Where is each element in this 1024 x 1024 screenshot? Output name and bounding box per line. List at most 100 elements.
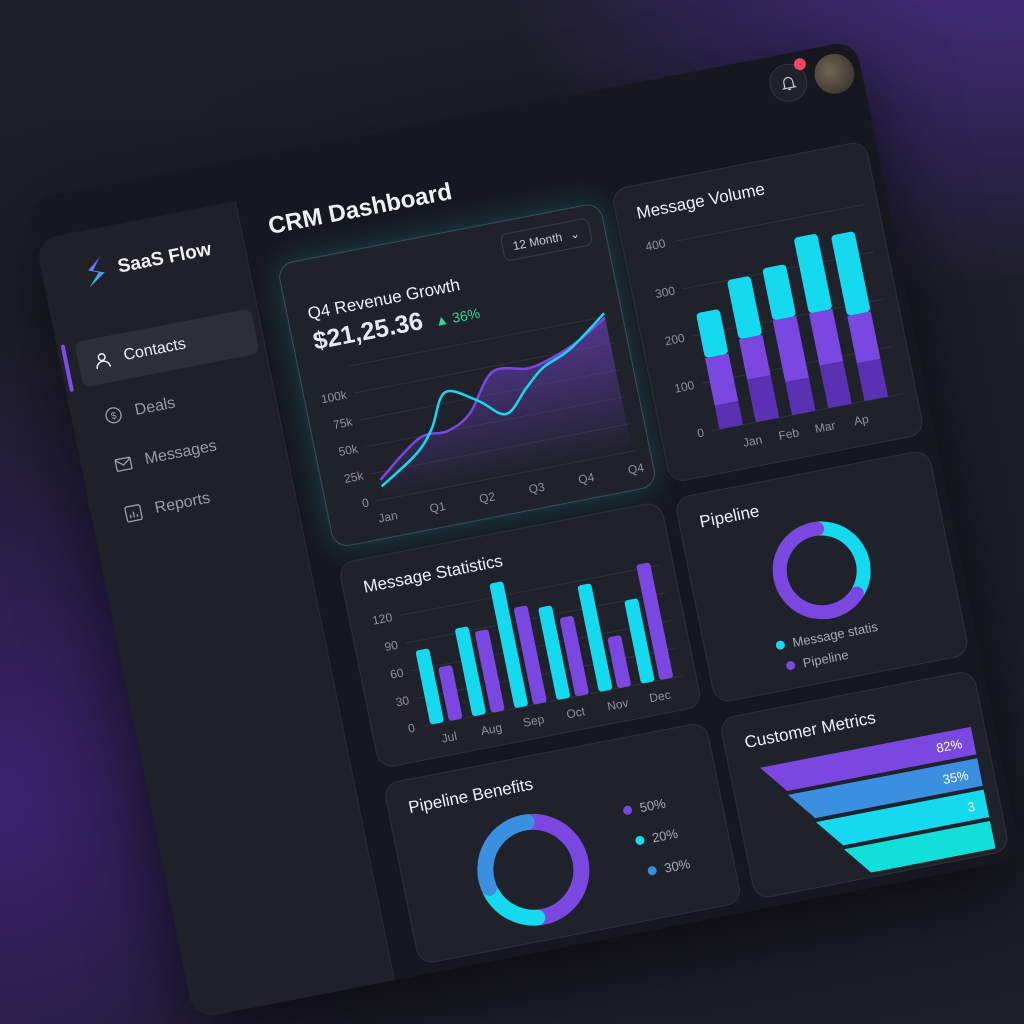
series-line [380, 312, 606, 488]
message-volume-chart: 0 100 200 300 400 Jan Feb Mar Ap [644, 204, 903, 450]
x-tick-label: Nov [606, 696, 630, 714]
logo-icon [88, 257, 105, 288]
sidebar-item-deals[interactable]: $ Deals [85, 363, 271, 442]
x-tick-label: Jul [440, 729, 458, 746]
bar [538, 605, 570, 700]
bar [489, 581, 528, 708]
pipeline-donut [772, 521, 871, 620]
gridline [399, 564, 660, 616]
funnel-stage [816, 789, 990, 846]
sidebar-item-label: Messages [143, 437, 219, 468]
funnel-label: 3 [966, 799, 976, 815]
bar-segment [705, 353, 739, 406]
y-tick-label: 75k [332, 414, 355, 432]
x-tick-label: Q1 [428, 499, 447, 516]
bar [559, 615, 589, 697]
gridline [422, 675, 683, 727]
bar-segment [762, 264, 796, 320]
bar-segment [847, 311, 881, 364]
funnel-stage [843, 820, 996, 873]
x-tick-label: Jan [377, 508, 399, 525]
y-tick-label: 90 [383, 638, 399, 654]
y-tick-label: 30 [395, 693, 411, 709]
donut-slice [521, 813, 590, 926]
customer-metrics-card: Customer Metrics 82% 35% 3 [718, 669, 1011, 901]
bar-segment [809, 308, 844, 366]
notification-button[interactable] [765, 57, 811, 105]
user-icon [91, 349, 115, 372]
x-tick-label: Q2 [478, 489, 497, 506]
funnel-stage [788, 758, 983, 819]
area-fill [380, 317, 633, 500]
x-tick-label: Oct [565, 704, 587, 721]
bar [624, 598, 655, 684]
bar-segment [727, 276, 762, 339]
gridline [405, 592, 666, 644]
y-tick-label: 0 [696, 425, 706, 440]
y-tick-label: 0 [407, 721, 417, 736]
y-tick-label: 100 [673, 378, 696, 396]
bar-segment [738, 334, 771, 380]
dashboard-window: SaaS Flow Contacts $ Deals Messages Repo… [27, 40, 1023, 1020]
bar-segment [856, 358, 889, 402]
sidebar-item-label: Deals [133, 394, 177, 419]
y-tick-label: 200 [664, 331, 687, 349]
y-tick-label: 50k [337, 441, 360, 459]
y-tick-label: 100k [320, 387, 349, 406]
mail-icon [112, 453, 136, 476]
x-tick-label: Q4 [627, 460, 646, 477]
x-tick-label: Q4 [577, 470, 596, 487]
message-volume-card: Message Volume 0 100 200 300 400 Jan Feb Mar Ap [610, 140, 926, 484]
funnel-label: 35% [941, 767, 970, 787]
pipeline-benefits-card: Pipeline Benefits 50% 20% 30% [382, 721, 743, 966]
sidebar-item-messages[interactable]: Messages [95, 412, 281, 491]
bar-segment [696, 309, 728, 358]
funnel-stage [760, 726, 977, 791]
bar-segment [819, 361, 852, 409]
y-tick-label: 0 [361, 495, 371, 510]
bar [514, 605, 547, 705]
donut-slice [477, 814, 535, 896]
donut-slice [812, 521, 871, 599]
message-statistics-card: Message Statistics 0 30 60 90 120 Jul Aug Sep Oc… [337, 500, 703, 770]
sidebar: SaaS Flow Contacts $ Deals Messages Repo… [35, 201, 395, 1020]
sidebar-item-reports[interactable]: Reports [105, 461, 291, 540]
y-tick-label: 120 [371, 610, 394, 628]
bar-segment [772, 316, 809, 383]
x-tick-label: Jan [742, 432, 764, 449]
y-tick-label: 25k [343, 468, 366, 486]
bar-segment [747, 375, 780, 423]
bar-segment [794, 234, 832, 313]
bar-chart-icon [122, 502, 146, 525]
donut-slice [482, 882, 546, 926]
gridline [672, 204, 865, 243]
y-tick-label: 300 [654, 283, 677, 301]
dollar-circle-icon: $ [102, 404, 126, 427]
message-statistics-chart: 0 30 60 90 120 Jul Aug Sep Oct Nov Dec [371, 562, 683, 746]
svg-text:$: $ [110, 410, 118, 422]
sidebar-item-label: Contacts [122, 335, 188, 365]
x-tick-label: Feb [777, 425, 800, 443]
funnel-label: 82% [935, 736, 964, 756]
bar [607, 635, 631, 688]
pipeline-card: Pipeline Message statis Pipeline [673, 448, 971, 705]
customer-metrics-funnel: 82% 35% 3 [760, 726, 996, 873]
active-indicator [60, 344, 75, 393]
bar [455, 626, 486, 717]
revenue-card: Q4 Revenue Growth $21,25.36 ▲ 36% 12 Mon… [276, 201, 658, 549]
bar [438, 665, 463, 721]
bell-icon [782, 76, 797, 91]
y-tick-label: 400 [644, 236, 667, 254]
sidebar-item-contacts[interactable]: Contacts [74, 308, 260, 388]
bar-segment [785, 377, 816, 416]
bar [636, 562, 673, 680]
sidebar-item-label: Reports [153, 489, 212, 517]
x-tick-label: Ap [853, 412, 871, 429]
bar [577, 583, 613, 692]
gridline [348, 315, 609, 367]
x-tick-label: Sep [522, 712, 546, 730]
pipeline-benefits-donut [477, 813, 590, 926]
donut-slice [772, 521, 864, 620]
bar-segment [831, 231, 870, 316]
logo[interactable]: SaaS Flow [80, 235, 214, 289]
